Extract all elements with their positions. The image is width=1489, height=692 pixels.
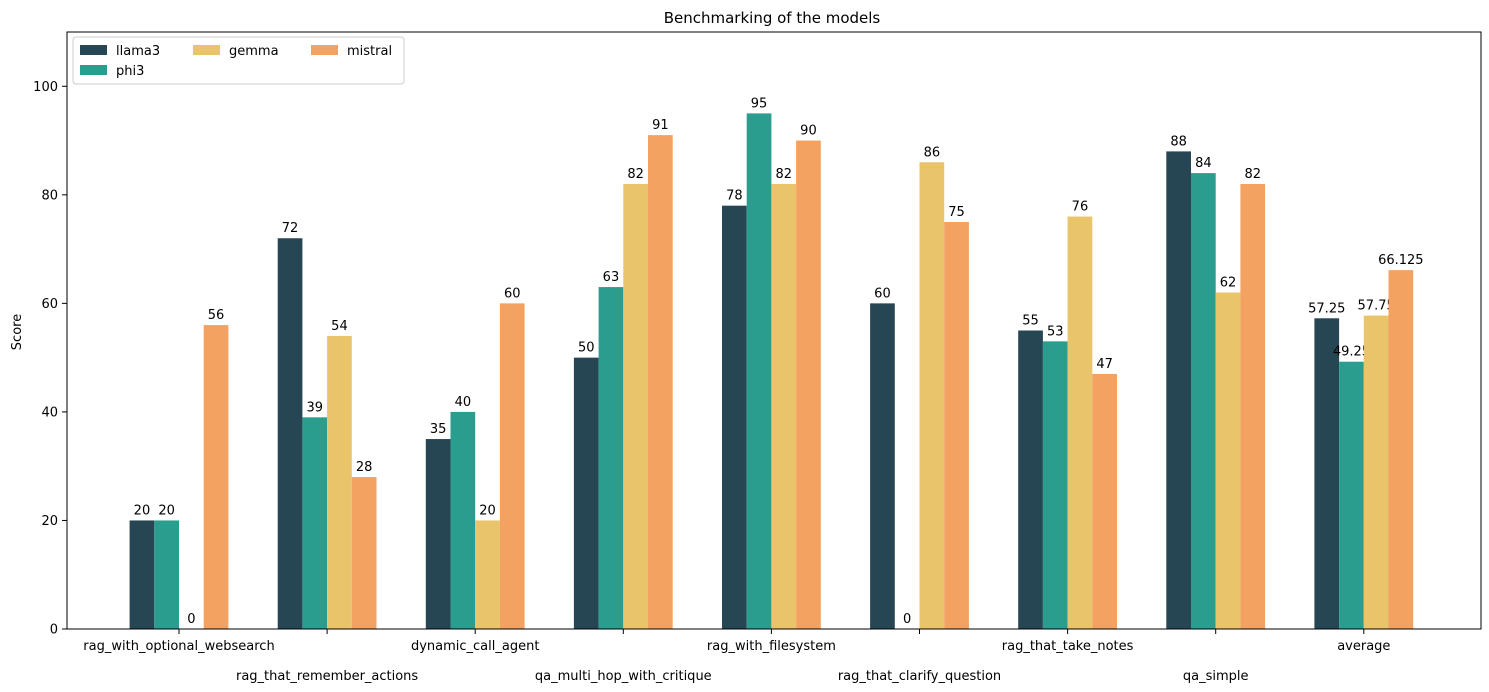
bar-value-label: 0: [187, 612, 195, 627]
bar-value-label: 39: [306, 400, 323, 415]
bar-value-label: 91: [652, 118, 669, 133]
bar-value-label: 84: [1195, 156, 1212, 171]
bar-mistral: [796, 140, 821, 629]
plot-area: 0 20 40 60 80 100 20 72 35 50 78 60 55 88 57.25 20 39 40 6…: [33, 80, 1423, 684]
bar-mistral: [944, 221, 969, 630]
bar-value-label: 82: [627, 167, 644, 182]
bar-value-label: 75: [948, 205, 965, 220]
bar-mistral: [351, 477, 377, 629]
bar-llama3: [722, 205, 747, 629]
bar-value-label: 60: [504, 286, 521, 301]
bar-value-label: 57.75: [1358, 299, 1395, 314]
y-tick-label: 40: [41, 405, 58, 420]
y-tick-label: 60: [41, 297, 58, 312]
bar-mistral: [1092, 373, 1117, 629]
legend-swatch-gemma: [193, 45, 220, 55]
bar-value-label: 82: [1244, 167, 1261, 182]
x-tick-label: rag_that_remember_actions: [236, 669, 418, 684]
legend-swatch-phi3: [80, 65, 107, 75]
bar-llama3: [277, 238, 303, 629]
y-tick-label: 80: [41, 188, 58, 203]
bar-phi3: [746, 113, 772, 630]
bar-value-label: 20: [134, 503, 151, 518]
x-tick-label: qa_multi_hop_with_critique: [535, 669, 712, 684]
bar-value-label: 50: [578, 341, 595, 356]
bar-value-label: 56: [208, 308, 225, 323]
bar-phi3: [598, 287, 624, 629]
bar-value-label: 49.25: [1333, 345, 1370, 360]
y-axis-label: Score: [10, 314, 25, 350]
bar-value-label: 76: [1072, 200, 1089, 215]
x-tick-label: average: [1337, 639, 1390, 654]
bar-llama3: [870, 303, 895, 629]
x-tick-label: rag_with_optional_websearch: [83, 639, 274, 654]
x-tick-label: qa_simple: [1183, 669, 1249, 684]
bar-mistral: [203, 325, 229, 629]
bar-value-label: 20: [158, 503, 175, 518]
bar-llama3: [425, 439, 451, 629]
bar-phi3: [1191, 173, 1216, 630]
bar-phi3: [1339, 361, 1364, 629]
legend-swatch-llama3: [80, 45, 107, 55]
bar-value-label: 86: [924, 145, 941, 160]
bar-gemma: [327, 335, 352, 629]
bar-value-label: 54: [331, 319, 348, 334]
legend-label-llama3: llama3: [116, 44, 160, 59]
bar-llama3: [1314, 318, 1340, 629]
legend-label-gemma: gemma: [229, 44, 279, 59]
bar-value-label: 20: [479, 503, 496, 518]
bar-value-label: 47: [1096, 357, 1113, 372]
x-tick-label: rag_with_filesystem: [707, 639, 836, 654]
bar-value-label: 82: [775, 167, 792, 182]
y-tick-label: 100: [33, 80, 58, 95]
bar-gemma: [919, 162, 945, 629]
bar-mistral: [1240, 183, 1266, 630]
legend: llama3 phi3 gemma mistral: [72, 36, 405, 85]
bar-value-label: 57.25: [1308, 301, 1345, 316]
bar-value-label: 28: [356, 460, 373, 475]
y-tick-label: 0: [50, 623, 58, 638]
bar-value-label: 66.125: [1378, 253, 1424, 268]
bar-llama3: [573, 357, 599, 629]
bar-value-label: 63: [603, 270, 620, 285]
bar-phi3: [302, 417, 328, 629]
chart-title: Benchmarking of the models: [664, 9, 881, 27]
legend-swatch-mistral: [311, 45, 338, 55]
bar-value-label: 78: [726, 189, 743, 204]
bar-value-label: 40: [455, 395, 472, 410]
bar-gemma: [1363, 315, 1389, 629]
bar-mistral: [499, 303, 525, 629]
bar-mistral: [1388, 270, 1414, 629]
legend-label-mistral: mistral: [347, 44, 392, 59]
bar-gemma: [771, 183, 797, 630]
bar-value-label: 0: [903, 612, 911, 627]
x-tick-label: dynamic_call_agent: [411, 639, 539, 654]
bar-value-label: 55: [1022, 314, 1039, 329]
bar-llama3: [1166, 151, 1191, 629]
bar-value-label: 90: [800, 124, 817, 139]
bar-value-label: 60: [874, 286, 891, 301]
bar-gemma: [1067, 216, 1093, 629]
x-tick-label: rag_that_clarify_question: [838, 669, 1001, 684]
y-tick-label: 20: [41, 514, 58, 529]
bar-value-label: 72: [282, 221, 299, 236]
bar-value-label: 88: [1170, 134, 1187, 149]
bar-llama3: [129, 520, 155, 629]
bar-llama3: [1018, 330, 1043, 629]
bar-gemma: [1215, 292, 1241, 629]
x-tick-label: rag_that_take_notes: [1002, 639, 1134, 654]
bar-value-label: 53: [1047, 324, 1064, 339]
legend-label-phi3: phi3: [116, 64, 144, 79]
bar-phi3: [1042, 341, 1068, 629]
bar-mistral: [648, 135, 673, 630]
bar-value-label: 62: [1220, 276, 1237, 291]
bar-gemma: [475, 520, 500, 629]
plot-frame: [66, 31, 1482, 630]
bar-value-label: 95: [751, 96, 768, 111]
bar-phi3: [154, 520, 179, 629]
bar-value-label: 35: [430, 422, 447, 437]
bar-phi3: [450, 411, 476, 629]
bar-gemma: [623, 183, 648, 630]
